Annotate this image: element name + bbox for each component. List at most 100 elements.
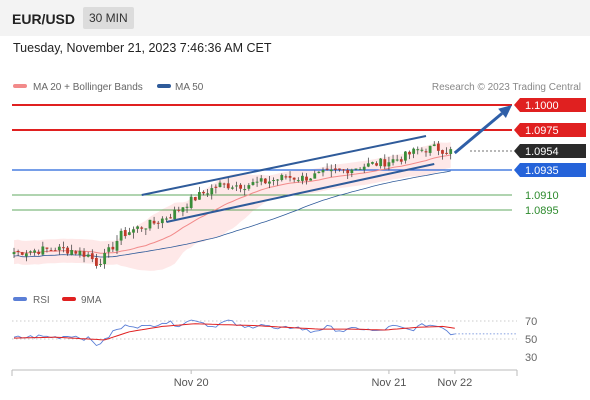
level-tag-2-label: 1.0935 <box>525 165 559 177</box>
candle-body <box>198 192 201 200</box>
candle-body <box>99 264 102 266</box>
candle-body <box>387 162 391 167</box>
candle-body <box>107 247 111 252</box>
candle-body <box>280 174 284 181</box>
candle-body <box>325 168 329 170</box>
candle-body <box>366 163 370 167</box>
candle-body <box>239 184 242 189</box>
candle-body <box>255 181 259 183</box>
candle-body <box>313 173 317 179</box>
candle-body <box>354 168 358 170</box>
rsi-tick-70: 70 <box>525 316 537 328</box>
candlesticks <box>12 141 453 269</box>
candle-body <box>342 169 345 171</box>
candle-body <box>350 169 354 173</box>
rsi-line <box>13 319 455 347</box>
candle-body <box>371 162 374 164</box>
candle-body <box>301 175 304 181</box>
candle-body <box>375 163 378 166</box>
rsi-ma9-line <box>13 323 455 341</box>
candle-body <box>404 151 407 161</box>
candle-body <box>268 181 271 184</box>
candle-body <box>24 253 28 257</box>
candle-body <box>33 250 36 253</box>
candle-body <box>45 247 49 249</box>
candle-body <box>57 246 61 251</box>
candle-body <box>20 252 24 255</box>
ma9-legend-label: 9MA <box>81 295 102 306</box>
rsi-tick-50: 50 <box>525 334 537 346</box>
ma50-legend-label: MA 50 <box>175 82 204 93</box>
candle-body <box>16 250 20 252</box>
candle-body <box>296 180 300 182</box>
candle-body <box>399 159 403 162</box>
candle-body <box>235 185 238 187</box>
candle-body <box>140 227 144 229</box>
candle-body <box>449 149 453 154</box>
candle-body <box>424 151 428 153</box>
candle-body <box>169 217 172 219</box>
candle-body <box>218 182 222 187</box>
candle-body <box>173 209 177 220</box>
candle-body <box>362 166 366 170</box>
ma50-legend-swatch <box>157 84 171 88</box>
research-credit: Research © 2023 Trading Central <box>432 82 581 93</box>
candle-body <box>111 246 115 250</box>
rsi-legend-swatch <box>13 297 27 301</box>
candle-body <box>90 253 94 260</box>
candle-body <box>181 207 185 212</box>
ma20-legend-label: MA 20 + Bollinger Bands <box>33 82 143 93</box>
candle-body <box>148 219 152 229</box>
projection-arrow <box>453 105 512 155</box>
candle-body <box>292 177 296 180</box>
channel-lower-line <box>166 163 435 223</box>
candle-body <box>243 189 247 191</box>
candle-body <box>346 169 350 174</box>
candle-body <box>193 196 197 201</box>
candle-body <box>412 148 416 154</box>
time-label: Nov 21 <box>371 377 406 389</box>
time-axis: Nov 20 Nov 21 Nov 22 <box>11 369 518 389</box>
candle-body <box>408 151 411 155</box>
candle-body <box>391 159 395 163</box>
candle-body <box>251 182 255 185</box>
candle-body <box>358 169 362 171</box>
rsi-legend: RSI 9MA <box>13 295 102 306</box>
candle-body <box>49 250 53 252</box>
candle-body <box>428 145 432 153</box>
candle-body <box>132 229 135 233</box>
price-tags: 1.1000 1.0975 1.0935 1.0910 1.0895 1.0954 <box>514 98 586 217</box>
bollinger-bands <box>14 142 451 271</box>
instrument-symbol: EUR/USD <box>12 11 76 27</box>
candle-body <box>333 168 337 170</box>
level-tag-3-label: 1.0910 <box>525 190 559 202</box>
candle-body <box>288 176 292 178</box>
candle-body <box>420 149 424 151</box>
candle-body <box>379 158 383 167</box>
candle-body <box>95 257 98 266</box>
candle-body <box>284 176 288 178</box>
candle-body <box>144 228 148 230</box>
time-label: Nov 20 <box>174 377 209 389</box>
candle-body <box>12 252 16 255</box>
candle-body <box>160 218 164 224</box>
timeframe-badge[interactable]: 30 MIN <box>83 7 134 29</box>
ma20-line <box>13 154 451 254</box>
candle-body <box>445 152 448 154</box>
candle-body <box>329 169 333 172</box>
channel-upper-line <box>141 135 427 196</box>
candle-body <box>321 170 325 173</box>
candle-body <box>222 183 226 185</box>
candle-body <box>210 188 214 195</box>
ma20-legend-swatch <box>13 84 27 88</box>
candle-body <box>383 159 387 167</box>
rsi-legend-label: RSI <box>33 295 50 306</box>
rsi-panel: 70 50 30 <box>12 316 537 364</box>
candle-body <box>165 218 168 220</box>
candle-body <box>53 250 57 252</box>
candle-body <box>123 230 127 237</box>
candle-body <box>226 183 230 189</box>
level-tag-2-box <box>514 163 586 177</box>
candle-body <box>29 251 32 253</box>
